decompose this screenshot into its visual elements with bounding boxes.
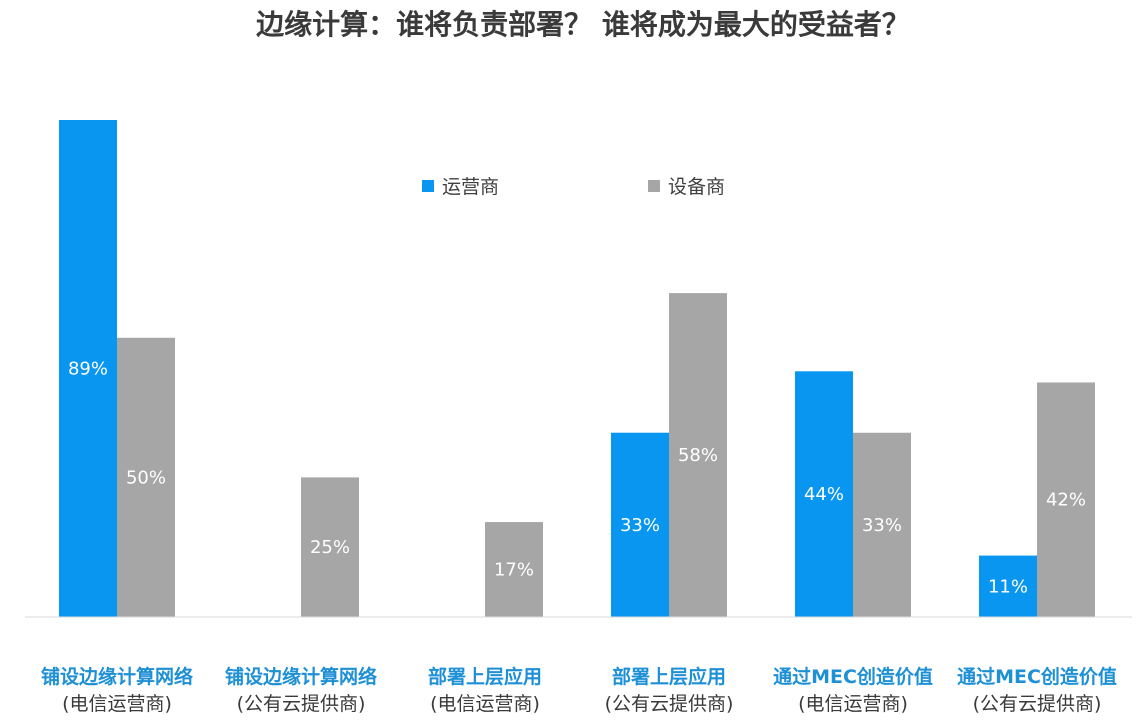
category-labels-group: 铺设边缘计算网络 (电信运营商) 铺设边缘计算网络 (公有云提供商) 部署上层应用 (电信… [41,665,1117,715]
bars-group [59,120,1095,617]
category-sublabel-4: (公有云提供商) [605,693,734,715]
data-label-operator-6: 11% [988,576,1028,597]
legend-label-operator: 运营商 [442,176,499,198]
category-sublabel-2: (公有云提供商) [237,693,366,715]
bar-vendor-1 [117,337,175,617]
bar-vendor-5 [853,432,911,617]
category-sublabel-3: (电信运营商) [430,693,540,715]
legend-swatch-operator [422,180,434,192]
bar-operator-6 [979,555,1037,617]
data-label-vendor-2: 25% [310,537,350,558]
legend-label-vendor: 设备商 [668,176,725,198]
bar-vendor-2 [301,477,359,617]
category-label-4: 部署上层应用 [612,665,726,688]
chart-title: 边缘计算：谁将负责部署？ 谁将成为最大的受益者？ [256,8,910,41]
data-label-vendor-4: 58% [678,445,718,466]
category-label-6: 通过MEC创造价值 [957,665,1117,688]
data-label-operator-1: 89% [68,359,108,380]
value-labels-group: 89% 50% 25% 17% 33% 58% 44% 33% 11% 42% [68,359,1086,598]
category-label-1: 铺设边缘计算网络 [41,665,193,688]
bar-vendor-4 [669,293,727,617]
category-label-2: 铺设边缘计算网络 [225,665,377,688]
category-sublabel-6: (公有云提供商) [973,693,1102,715]
bar-operator-4 [611,432,669,617]
bar-vendor-3 [485,522,543,617]
data-label-vendor-5: 33% [862,515,902,536]
category-label-5: 通过MEC创造价值 [773,665,933,688]
data-label-operator-5: 44% [804,484,844,505]
data-label-vendor-1: 50% [126,467,166,488]
data-label-vendor-6: 42% [1046,490,1086,511]
category-sublabel-1: (电信运营商) [62,693,172,715]
legend: 运营商 设备商 [422,176,725,198]
category-sublabel-5: (电信运营商) [798,693,908,715]
bar-operator-5 [795,371,853,617]
data-label-operator-4: 33% [620,515,660,536]
bar-vendor-6 [1037,382,1095,617]
data-label-vendor-3: 17% [494,560,534,581]
legend-swatch-vendor [648,180,660,192]
bar-operator-1 [59,120,117,617]
category-label-3: 部署上层应用 [428,665,542,688]
